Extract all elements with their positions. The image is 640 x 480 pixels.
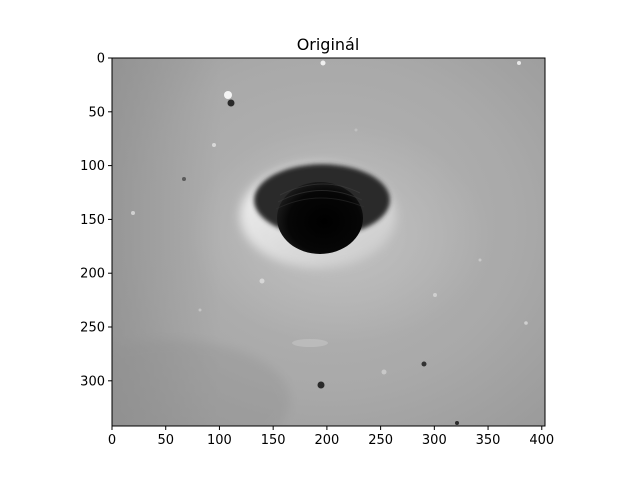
y-tick-label: 0 bbox=[97, 52, 105, 67]
y-tick-label: 250 bbox=[80, 321, 105, 336]
micrograph-image bbox=[112, 58, 545, 426]
y-tick-label: 300 bbox=[80, 374, 105, 389]
y-tick-label: 150 bbox=[80, 213, 105, 228]
x-tick-label: 150 bbox=[261, 433, 286, 448]
figure-title: Originál bbox=[297, 35, 360, 54]
axes-frame bbox=[111, 57, 546, 427]
y-tick-label: 200 bbox=[80, 267, 105, 282]
x-tick-label: 100 bbox=[207, 433, 232, 448]
x-tick-label: 0 bbox=[108, 433, 116, 448]
x-tick-label: 250 bbox=[368, 433, 393, 448]
y-axis-ticks: 0 50 100 150 200 250 300 bbox=[80, 52, 112, 389]
hole bbox=[277, 182, 363, 254]
x-tick-label: 350 bbox=[476, 433, 501, 448]
x-tick-label: 50 bbox=[157, 433, 174, 448]
x-tick-label: 200 bbox=[314, 433, 339, 448]
x-tick-label: 300 bbox=[422, 433, 447, 448]
y-tick-label: 100 bbox=[80, 159, 105, 174]
x-axis-ticks: 0 50 100 150 200 250 300 350 400 bbox=[108, 426, 554, 448]
y-tick-label: 50 bbox=[88, 105, 105, 120]
x-tick-label: 400 bbox=[529, 433, 554, 448]
debris-particles bbox=[131, 60, 528, 425]
